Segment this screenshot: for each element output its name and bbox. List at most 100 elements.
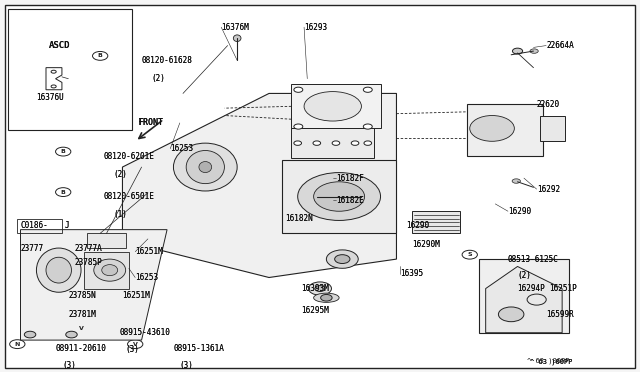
Text: 08915-43610: 08915-43610 [119, 328, 170, 337]
Text: (2): (2) [151, 74, 165, 83]
Circle shape [308, 282, 332, 295]
Circle shape [315, 286, 325, 292]
Text: 08120-6501E: 08120-6501E [103, 192, 154, 201]
Text: 16251P: 16251P [549, 284, 577, 293]
Text: 16182N: 16182N [285, 214, 313, 223]
Text: (3): (3) [125, 345, 140, 354]
Bar [88, 233, 125, 248]
Text: 16251M: 16251M [135, 247, 163, 256]
Text: 16251M: 16251M [122, 291, 150, 301]
Text: FRONT: FRONT [138, 118, 163, 127]
Text: (3): (3) [62, 360, 76, 370]
Text: 16294P: 16294P [518, 284, 545, 293]
Text: (3): (3) [180, 360, 194, 370]
Text: 16251M: 16251M [135, 247, 163, 256]
Text: 16376M: 16376M [221, 23, 249, 32]
Circle shape [66, 331, 77, 338]
Circle shape [127, 340, 143, 349]
Circle shape [24, 331, 36, 338]
Bar [291, 128, 374, 158]
Text: ^ 63 )00PP: ^ 63 )00PP [531, 359, 573, 365]
Text: (2): (2) [113, 170, 127, 179]
Text: (1): (1) [113, 211, 127, 219]
Circle shape [56, 147, 71, 156]
Text: 16290: 16290 [508, 207, 531, 216]
Text: B: B [61, 190, 66, 195]
Text: 08911-20610: 08911-20610 [56, 344, 106, 353]
Text: 16182N: 16182N [285, 214, 313, 223]
Bar [479, 259, 568, 333]
Circle shape [470, 116, 515, 141]
Text: 08911-20610: 08911-20610 [56, 344, 106, 353]
Circle shape [93, 51, 108, 60]
Text: 16182F: 16182F [336, 174, 364, 183]
Text: 16253: 16253 [135, 273, 158, 282]
Text: 16395: 16395 [399, 269, 423, 278]
Text: 08513-6125C: 08513-6125C [508, 254, 559, 264]
Ellipse shape [94, 259, 125, 281]
Circle shape [335, 255, 350, 263]
Text: ^ 63 )00PP: ^ 63 )00PP [527, 357, 570, 363]
Text: 16253: 16253 [135, 273, 158, 282]
Text: 16295M: 16295M [301, 306, 328, 315]
Text: 08915-1361A: 08915-1361A [173, 344, 224, 353]
Polygon shape [122, 93, 396, 278]
Circle shape [462, 250, 477, 259]
Circle shape [332, 141, 340, 145]
Text: 16293: 16293 [304, 23, 327, 32]
Text: 16290M: 16290M [412, 240, 440, 249]
Text: (2): (2) [518, 271, 531, 280]
Text: 16293: 16293 [304, 23, 327, 32]
Circle shape [364, 124, 372, 129]
Text: 08513-6125C: 08513-6125C [508, 254, 559, 264]
Text: ASCD: ASCD [49, 41, 70, 50]
Text: 16290: 16290 [508, 207, 531, 216]
Text: 23777A: 23777A [75, 244, 102, 253]
Ellipse shape [512, 179, 520, 183]
Text: 23777: 23777 [20, 244, 44, 253]
Text: 22664A: 22664A [546, 41, 574, 50]
Text: (3): (3) [62, 360, 76, 370]
Text: (3): (3) [125, 345, 140, 354]
Text: 22664A: 22664A [546, 41, 574, 50]
Polygon shape [20, 230, 167, 340]
Text: 16599R: 16599R [546, 310, 574, 319]
Bar [291, 84, 381, 128]
Circle shape [294, 141, 301, 145]
Text: 16294P: 16294P [518, 284, 545, 293]
Ellipse shape [173, 143, 237, 191]
Circle shape [513, 48, 523, 54]
Bar [17, 219, 62, 233]
Bar [8, 9, 132, 130]
Text: 16290M: 16290M [412, 240, 440, 249]
Text: 16292: 16292 [537, 185, 560, 194]
Text: B: B [61, 149, 66, 154]
Bar [282, 160, 396, 233]
Text: J: J [65, 221, 70, 231]
Text: 16376U: 16376U [36, 93, 64, 102]
Circle shape [298, 173, 381, 221]
Circle shape [351, 141, 359, 145]
Text: FRONT: FRONT [138, 118, 163, 127]
Text: 16393M: 16393M [301, 284, 328, 293]
Ellipse shape [102, 264, 118, 276]
Circle shape [294, 87, 303, 92]
Ellipse shape [46, 257, 72, 283]
Text: C0186-: C0186- [20, 221, 48, 231]
Text: 23785N: 23785N [68, 291, 96, 301]
Text: 23785N: 23785N [68, 291, 96, 301]
Text: 16290: 16290 [406, 221, 429, 231]
Text: 16290: 16290 [406, 221, 429, 231]
Text: 16253: 16253 [170, 144, 193, 153]
Text: 22620: 22620 [537, 100, 560, 109]
Bar [84, 252, 129, 289]
Text: (1): (1) [113, 211, 127, 219]
Text: C0186-: C0186- [20, 221, 48, 231]
Text: 16182E: 16182E [336, 196, 364, 205]
Text: 08120-6201E: 08120-6201E [103, 151, 154, 160]
Ellipse shape [304, 92, 362, 121]
Ellipse shape [314, 293, 339, 302]
Ellipse shape [234, 35, 241, 42]
Text: 23777: 23777 [20, 244, 44, 253]
Text: 08120-6201E: 08120-6201E [103, 151, 154, 160]
